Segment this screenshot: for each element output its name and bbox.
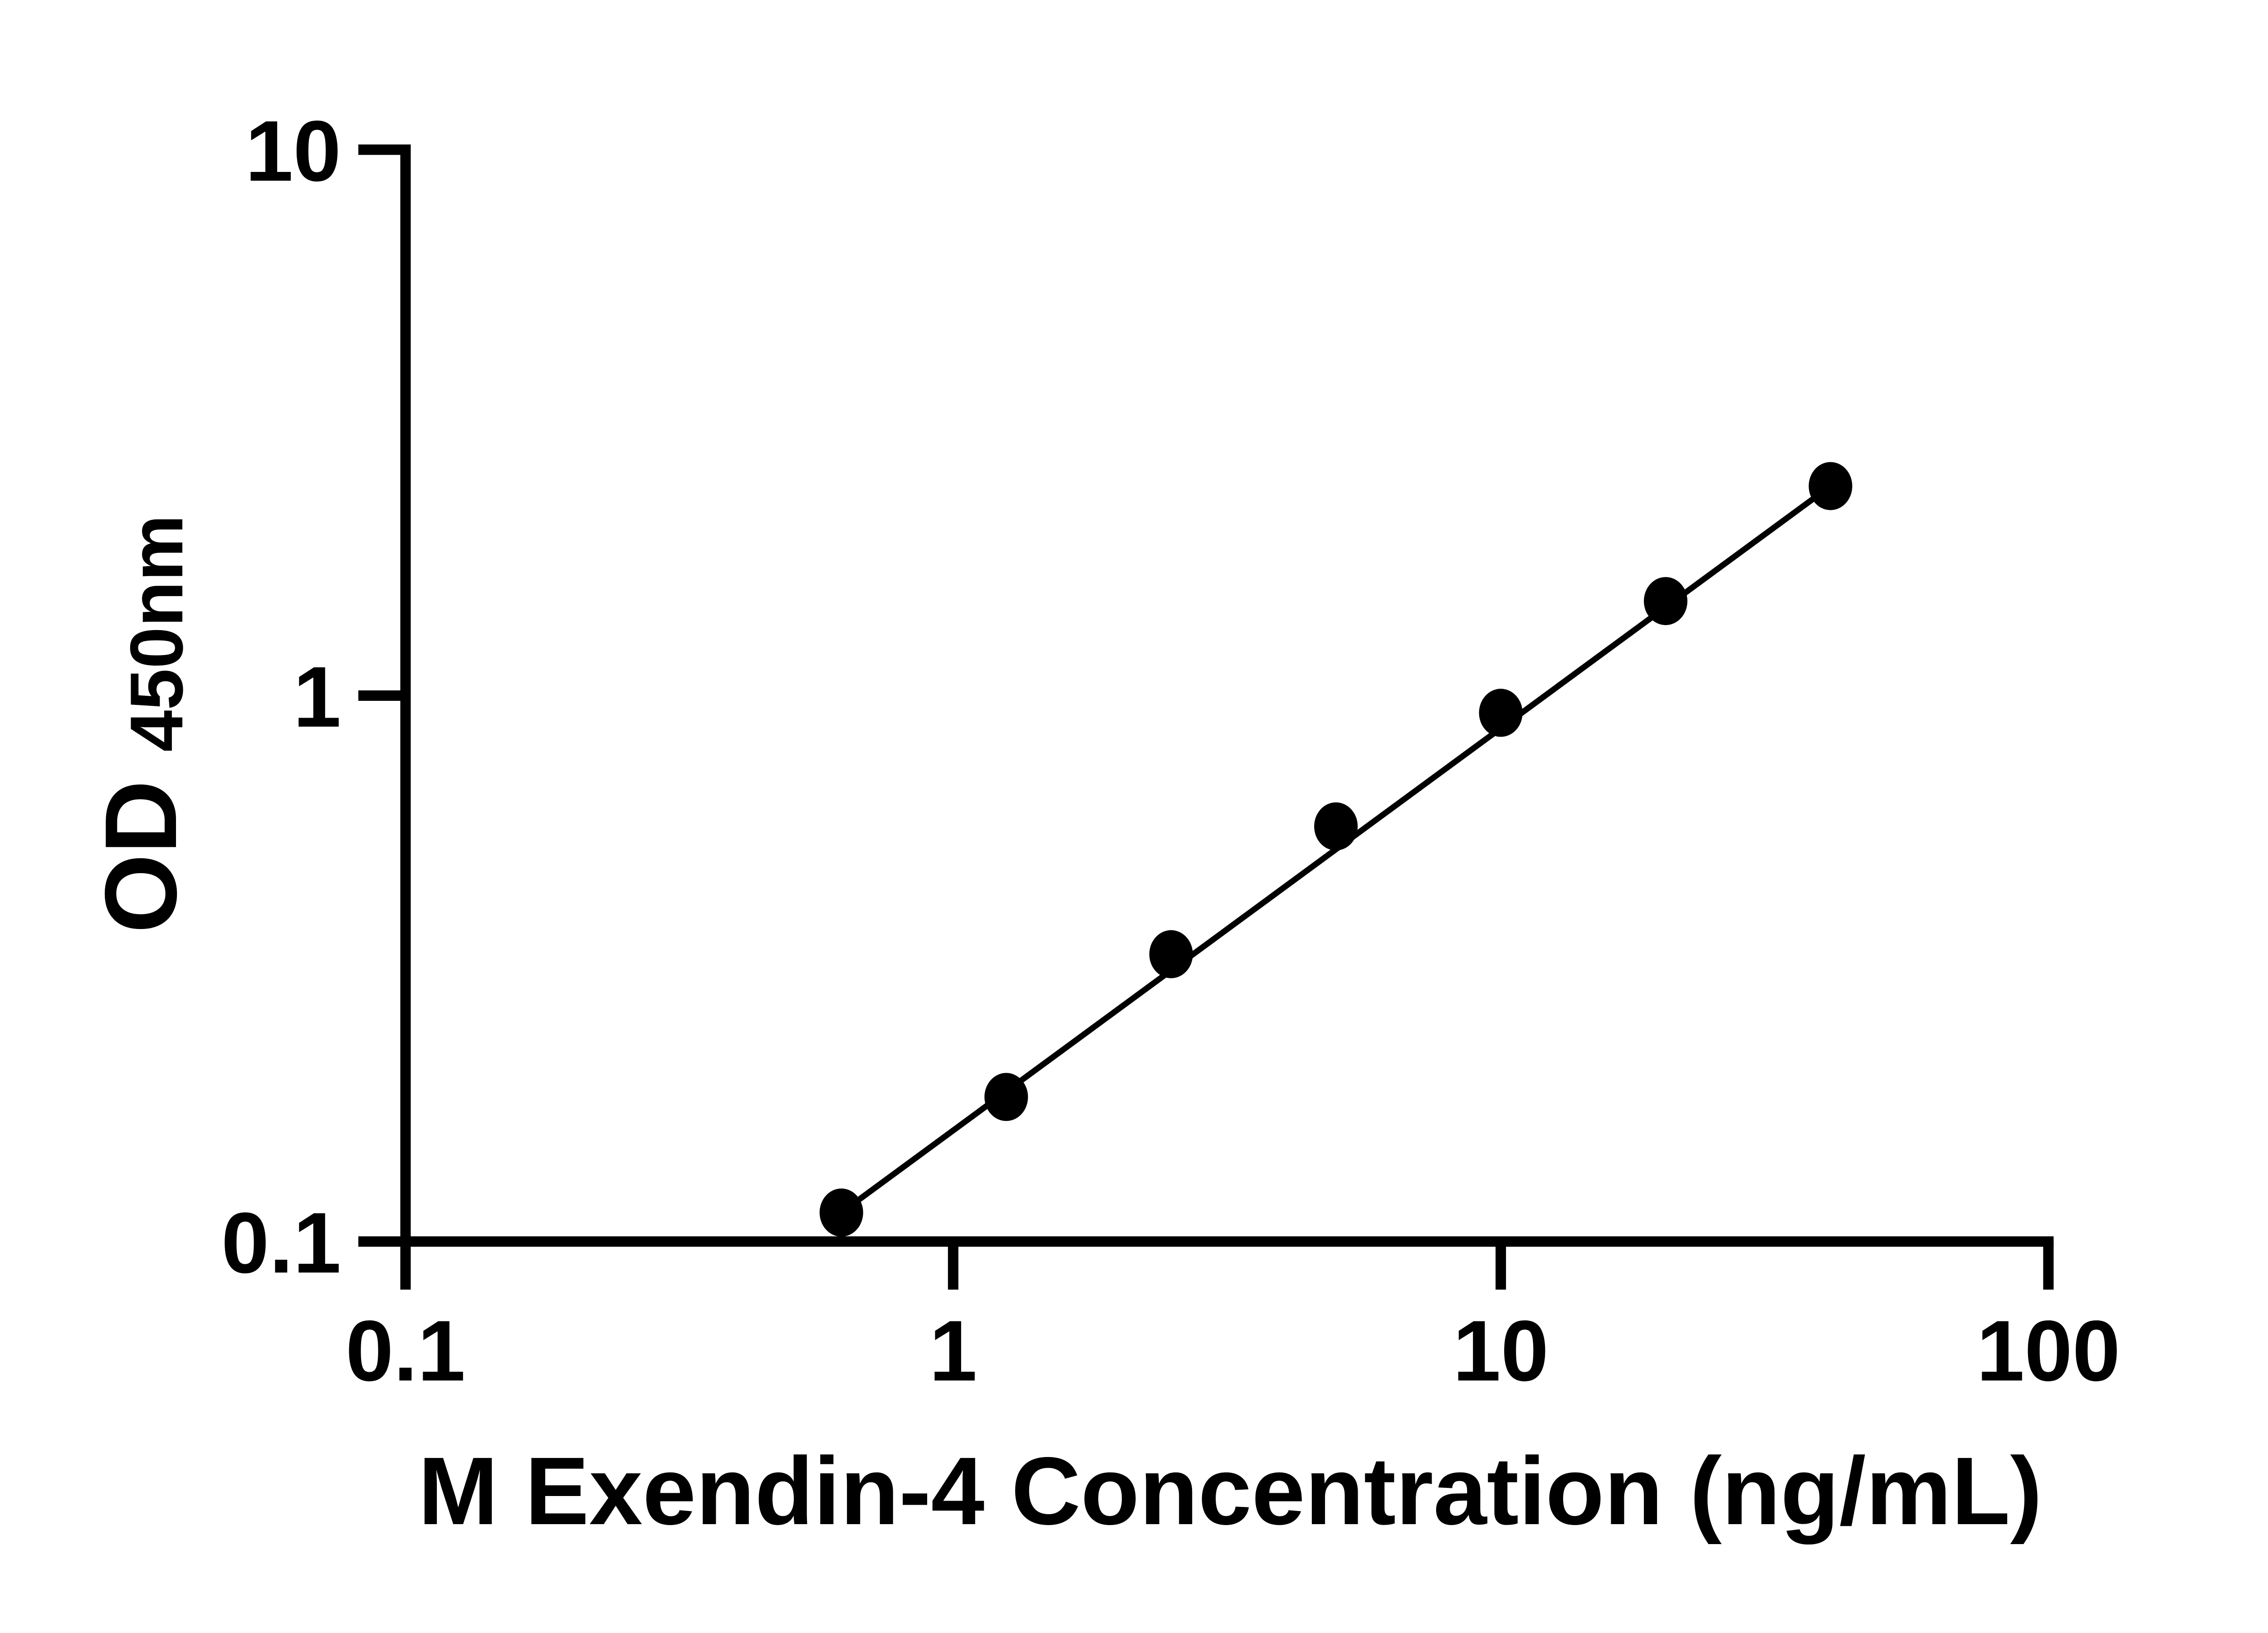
y-axis-title: OD 450nm bbox=[83, 515, 198, 934]
data-point bbox=[1149, 930, 1193, 978]
x-tick-label: 1 bbox=[929, 1303, 977, 1399]
data-point bbox=[819, 1188, 863, 1237]
y-tick-label: 10 bbox=[245, 103, 341, 199]
y-tick-label: 0.1 bbox=[221, 1195, 341, 1291]
data-point bbox=[1809, 462, 1853, 510]
data-point bbox=[984, 1073, 1028, 1121]
x-tick-label: 100 bbox=[1976, 1303, 2120, 1399]
x-axis-title: M Exendin-4 Concentration (ng/mL) bbox=[418, 1437, 2042, 1545]
y-axis-title-subscript: 450nm bbox=[115, 515, 198, 752]
data-point bbox=[1314, 802, 1358, 851]
data-point bbox=[1479, 689, 1523, 737]
x-tick-label: 0.1 bbox=[346, 1303, 465, 1399]
y-axis-title-main: OD bbox=[83, 780, 198, 934]
y-tick-label: 1 bbox=[293, 649, 341, 745]
data-point bbox=[1644, 577, 1688, 626]
x-tick-label: 10 bbox=[1453, 1303, 1549, 1399]
